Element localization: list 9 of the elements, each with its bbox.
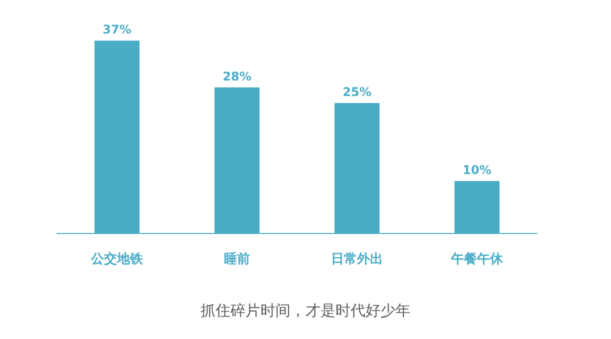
data-label: 10% xyxy=(462,163,492,177)
x-tick-label: 公交地铁 xyxy=(90,251,144,267)
x-tick-label: 日常外出 xyxy=(331,252,383,267)
data-label: 37% xyxy=(102,22,132,37)
x-tick-label: 睡前 xyxy=(224,251,250,267)
x-tick-label: 午餐午休 xyxy=(450,252,504,267)
data-label: 28% xyxy=(222,69,252,84)
text: 抓住碎片时间，才是时代好少年 xyxy=(200,302,410,320)
data-label: 25% xyxy=(342,85,372,99)
